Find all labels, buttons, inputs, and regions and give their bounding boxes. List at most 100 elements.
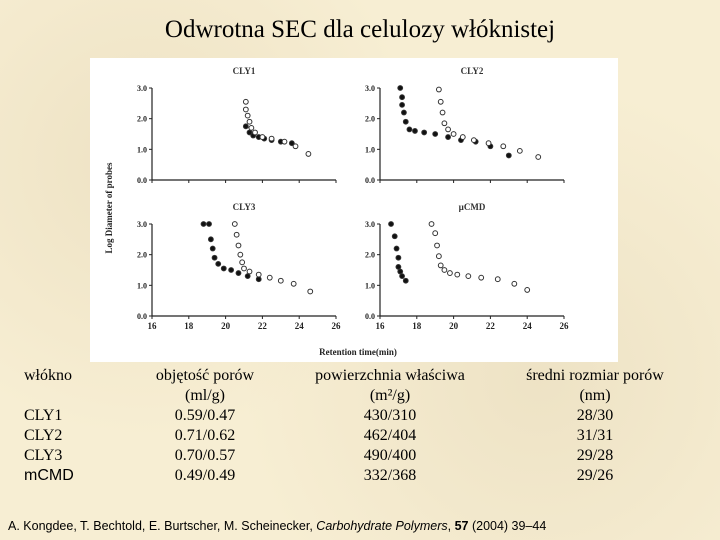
data-point-filled <box>399 101 405 108</box>
source-citation: A. Kongdee, T. Bechtold, E. Burtscher, M… <box>8 519 547 533</box>
y-tick-label: 1.0 <box>137 281 147 290</box>
data-point-open <box>435 86 442 93</box>
data-point-open <box>231 221 238 227</box>
x-tick-label: 26 <box>332 321 342 331</box>
x-tick-label: 24 <box>295 321 305 331</box>
data-point-filled <box>244 273 251 280</box>
table-cell: 332/368 <box>363 467 417 484</box>
data-point-open <box>437 98 444 105</box>
slide-title: Odwrotna SEC dla celulozy włóknistej <box>164 16 556 43</box>
x-tick-label: 18 <box>184 321 194 331</box>
x-tick-label: 22 <box>486 321 496 331</box>
data-point-open <box>454 271 461 278</box>
y-tick-label: 2.0 <box>365 251 375 260</box>
table-header-unit: (m²/g) <box>369 387 411 404</box>
y-tick-label: 2.0 <box>365 115 375 124</box>
table-cell: CLY3 <box>24 447 63 464</box>
table-header-unit: (nm) <box>579 387 611 404</box>
data-point-filled <box>207 236 214 243</box>
table-header-spacer <box>24 386 104 406</box>
data-point-open <box>435 253 442 260</box>
data-point-open <box>535 154 542 160</box>
data-point-open <box>511 280 518 287</box>
y-tick-label: 3.0 <box>365 220 375 229</box>
table-cell: 430/310 <box>363 407 417 424</box>
data-point-filled <box>505 152 512 159</box>
table-cell: CLY1 <box>24 407 63 424</box>
data-point-open <box>500 143 507 150</box>
data-point-filled <box>209 245 216 252</box>
table-cell: 0.49/0.49 <box>174 467 236 484</box>
data-point-filled <box>445 134 451 140</box>
data-point-filled <box>421 129 428 136</box>
table-header: objętość porów <box>155 367 255 384</box>
table-column-pore-size: średni rozmiar porów (nm) 28/30 31/31 29… <box>495 366 695 486</box>
data-point-open <box>432 230 439 237</box>
y-tick-label: 2.0 <box>137 251 147 260</box>
data-point-filled <box>211 254 218 261</box>
x-tick-label: 16 <box>376 321 386 331</box>
y-tick-label: 2.0 <box>137 115 147 124</box>
data-point-filled <box>228 267 235 273</box>
data-point-open <box>246 118 253 125</box>
data-point-open <box>441 267 448 273</box>
data-point-open <box>434 242 440 249</box>
y-tick-label: 1.0 <box>365 145 375 154</box>
data-point-filled <box>406 126 413 133</box>
data-point-filled <box>397 268 404 275</box>
table-cell: 462/404 <box>363 427 417 444</box>
citation-journal: Carbohydrate Polymers <box>316 519 448 533</box>
data-point-open <box>241 265 247 272</box>
data-point-open <box>524 287 531 293</box>
data-point-filled <box>402 118 409 125</box>
data-point-open <box>259 134 266 140</box>
x-tick-label: 22 <box>258 321 268 331</box>
data-point-open <box>437 262 444 269</box>
table-cell: 0.59/0.47 <box>174 407 236 424</box>
table-cell: 490/400 <box>363 447 417 464</box>
data-point-filled <box>395 254 402 261</box>
data-point-filled <box>242 123 249 130</box>
data-point-open <box>428 221 435 227</box>
table-cell: CLY2 <box>24 427 63 444</box>
y-tick-label: 3.0 <box>137 84 147 93</box>
table-cell: 29/26 <box>576 467 614 484</box>
data-point-open <box>281 138 288 145</box>
data-point-filled <box>200 221 207 227</box>
data-point-open <box>307 288 314 295</box>
data-point-filled <box>402 277 409 284</box>
y-tick-label: 0.0 <box>365 312 375 321</box>
data-point-open <box>244 112 251 119</box>
data-point-open <box>459 134 466 140</box>
x-tick-label: 26 <box>560 321 570 331</box>
y-tick-label: 3.0 <box>365 84 375 93</box>
table-column-fiber: włókno CLY1 CLY2 CLY3 mCMD <box>24 366 104 486</box>
data-point-open <box>292 143 299 150</box>
data-point-filled <box>391 233 398 240</box>
table-header: powierzchnia właściwa <box>315 367 465 384</box>
data-point-filled <box>412 128 418 134</box>
data-point-open <box>485 140 492 147</box>
data-point-open <box>470 137 477 144</box>
table-header-unit: (ml/g) <box>185 387 225 404</box>
data-point-filled <box>388 221 394 227</box>
data-point-open <box>465 273 472 280</box>
table-cell: 31/31 <box>576 427 614 444</box>
data-point-open <box>248 124 255 131</box>
data-point-open <box>494 276 501 283</box>
data-point-open <box>478 274 485 281</box>
y-tick-label: 0.0 <box>137 176 147 185</box>
data-point-open <box>445 126 451 133</box>
panel-title: CLY3 <box>233 202 256 212</box>
data-point-filled <box>399 273 405 280</box>
sec-chart: 0.0 1.0 2.0 3.0 CLY1 0.0 1.0 2.0 3.0 CLY2 0.0 1.0 2.… <box>104 66 570 357</box>
table-cell: 29/28 <box>576 447 614 464</box>
table-column-pore-volume: objętość porów (ml/g) 0.59/0.47 0.71/0.6… <box>120 366 290 486</box>
citation-authors: A. Kongdee, T. Bechtold, E. Burtscher, M… <box>8 519 313 533</box>
table-cell: 0.71/0.62 <box>174 427 236 444</box>
data-point-filled <box>393 245 400 252</box>
sec-chart-figure: 0.0 1.0 2.0 3.0 CLY1 0.0 1.0 2.0 3.0 CLY2 0.0 1.0 2.… <box>90 58 618 362</box>
data-point-filled <box>206 221 212 227</box>
data-point-open <box>242 106 249 113</box>
data-point-open <box>242 98 249 105</box>
